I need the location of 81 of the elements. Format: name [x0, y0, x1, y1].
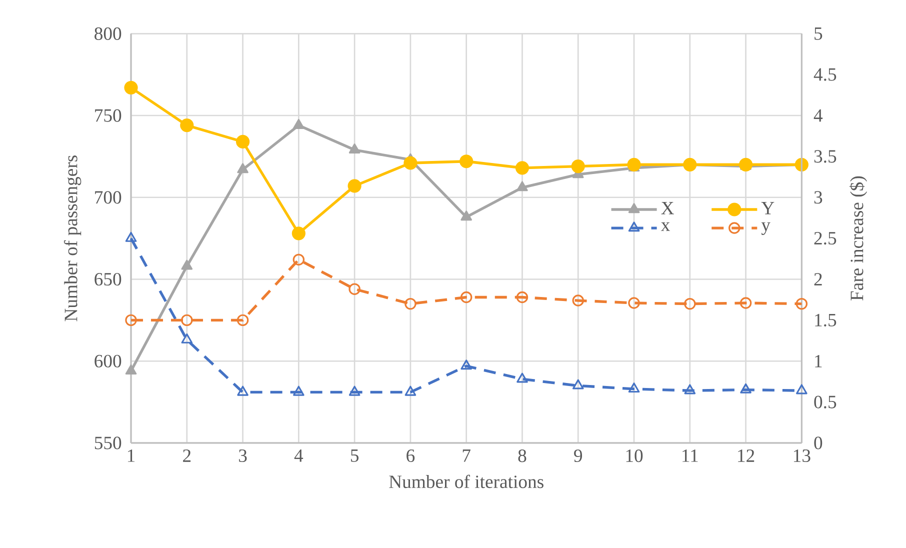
point — [683, 158, 697, 172]
y-tick-label: 700 — [95, 191, 122, 204]
point — [628, 382, 640, 393]
point — [348, 283, 360, 295]
y-tick-label: 550 — [94, 436, 122, 450]
point — [515, 161, 530, 175]
point — [404, 156, 418, 170]
y2-tick-label: 3 — [814, 191, 822, 204]
y2-tick-label: 4.5 — [814, 68, 836, 81]
point — [516, 291, 528, 304]
y-tick-label: 650 — [94, 272, 122, 286]
point — [740, 383, 752, 394]
y2-tick-label: 4 — [814, 109, 823, 122]
y-axis-title: Number of passengers — [64, 156, 82, 322]
y2-tick-label: 3.5 — [814, 150, 836, 163]
point — [181, 260, 193, 270]
y2-tick-label: 0.5 — [814, 396, 836, 408]
x-tick-label: 3 — [239, 449, 247, 462]
point — [348, 386, 360, 396]
point — [124, 80, 138, 94]
x-tick-label: 6 — [406, 449, 415, 462]
point — [125, 364, 137, 375]
point — [794, 158, 808, 172]
y2-tick-label: 1 — [815, 354, 822, 368]
point — [460, 360, 472, 370]
point — [572, 379, 584, 390]
point — [237, 386, 248, 396]
x-tick-label: 8 — [518, 449, 526, 462]
x-tick-label: 12 — [738, 449, 754, 462]
point — [684, 298, 696, 310]
x-tick-label: 9 — [574, 449, 582, 462]
point — [237, 163, 248, 174]
point — [404, 298, 416, 310]
y2-tick-label: 2 — [814, 273, 822, 286]
point — [348, 179, 362, 193]
y2-axis-title: Fare increase ($) — [850, 176, 868, 300]
point — [236, 134, 250, 149]
point — [460, 291, 472, 304]
legend-label: y — [761, 222, 770, 235]
legend-label: X — [661, 202, 674, 214]
point — [125, 314, 137, 326]
point — [180, 118, 194, 132]
point — [684, 384, 696, 394]
point — [236, 314, 249, 326]
y2-tick-label: 1.5 — [815, 314, 836, 326]
point — [796, 298, 808, 310]
x-tick-label: 4 — [294, 449, 304, 462]
y-tick-label: 600 — [94, 354, 122, 368]
y2-tick-label: 0 — [814, 436, 822, 450]
point — [293, 386, 304, 396]
point — [293, 118, 304, 129]
x-tick-label: 1 — [128, 449, 135, 462]
legend-label: Y — [761, 202, 774, 214]
point — [292, 226, 306, 240]
point — [516, 181, 528, 192]
point — [460, 210, 472, 221]
x-tick-label: 11 — [682, 449, 698, 462]
point — [404, 386, 416, 396]
x-tick-label: 10 — [626, 449, 643, 462]
point — [348, 144, 360, 154]
point — [181, 333, 193, 344]
point — [460, 154, 474, 168]
x-axis-title: Number of iterations — [389, 474, 544, 488]
x-tick-label: 7 — [462, 449, 470, 462]
y2-tick-label: 5 — [814, 27, 822, 40]
point — [516, 372, 528, 383]
y2-tick-label: 2.5 — [814, 232, 836, 245]
point — [627, 158, 641, 172]
point — [292, 254, 305, 266]
point — [571, 159, 585, 174]
x-tick-label: 13 — [794, 449, 810, 462]
point — [628, 297, 640, 309]
point — [796, 384, 808, 394]
x-tick-label: 2 — [183, 449, 191, 462]
point — [181, 314, 193, 326]
point — [740, 297, 752, 309]
y-tick-label: 800 — [94, 27, 122, 40]
y-tick-label: 750 — [95, 109, 122, 122]
point — [572, 294, 584, 306]
x-tick-label: 5 — [350, 449, 359, 462]
legend-label: x — [660, 222, 670, 231]
